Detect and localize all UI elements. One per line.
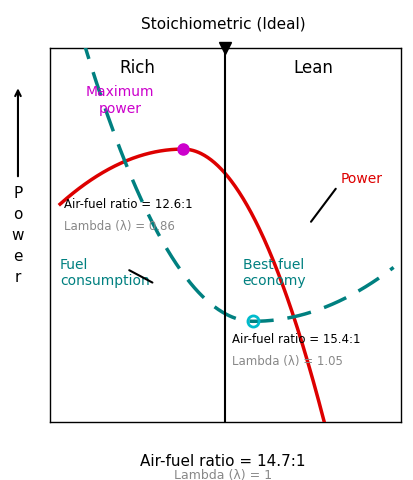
- Text: Air-fuel ratio = 15.4:1: Air-fuel ratio = 15.4:1: [232, 333, 361, 346]
- Text: Stoichiometric (Ideal): Stoichiometric (Ideal): [141, 17, 305, 32]
- Text: Power: Power: [341, 172, 383, 186]
- Text: Lambda (λ) = 1.05: Lambda (λ) = 1.05: [232, 355, 343, 368]
- Text: Air-fuel ratio = 12.6:1: Air-fuel ratio = 12.6:1: [64, 198, 192, 211]
- Text: Best fuel
economy: Best fuel economy: [243, 258, 306, 288]
- Text: Lambda (λ) = 1: Lambda (λ) = 1: [174, 469, 272, 480]
- Text: Rich: Rich: [119, 59, 155, 77]
- Text: Air-fuel ratio = 14.7:1: Air-fuel ratio = 14.7:1: [140, 454, 306, 468]
- Text: Lambda (λ) = 0.86: Lambda (λ) = 0.86: [64, 220, 174, 233]
- Text: Lean: Lean: [293, 59, 333, 77]
- Text: Maximum
power: Maximum power: [85, 85, 154, 116]
- Text: P
o
w
e
r: P o w e r: [12, 186, 24, 285]
- Text: Fuel
consumption: Fuel consumption: [60, 258, 150, 288]
